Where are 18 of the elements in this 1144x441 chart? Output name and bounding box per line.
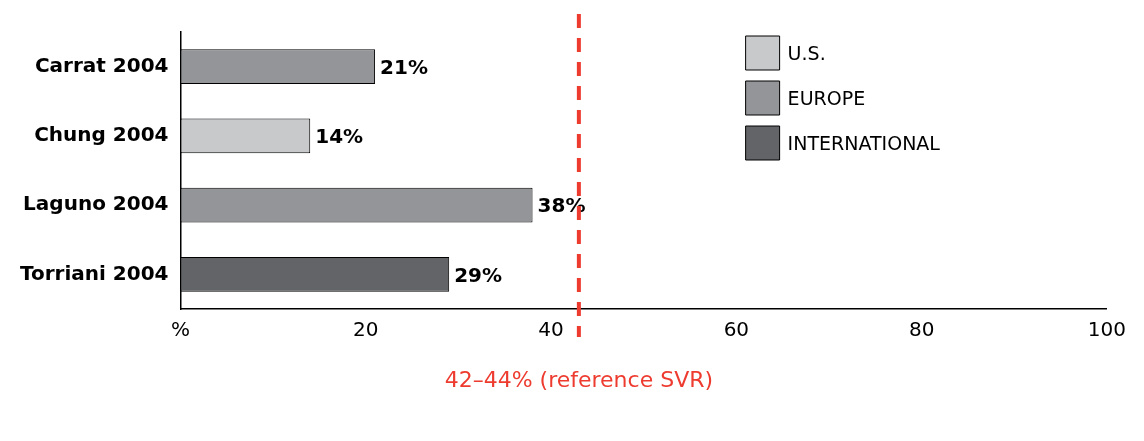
data-label: 38%: [537, 193, 586, 218]
x-tick-label: 40: [538, 317, 564, 342]
y-tick-label: Laguno 2004: [23, 191, 169, 216]
y-tick-label: Chung 2004: [34, 122, 169, 147]
data-label: 21%: [380, 54, 428, 79]
y-tick-label: Carrat 2004: [34, 52, 169, 77]
legend-label: U.S.: [787, 41, 826, 64]
data-label: 29%: [454, 262, 503, 287]
data-label: 14%: [315, 124, 364, 149]
y-tick-label: Torriani 2004: [19, 260, 169, 285]
x-tick-label: 80: [908, 317, 935, 342]
ref-line-label: 42–44% (reference SVR): [444, 366, 714, 392]
x-tick-label: %: [171, 317, 191, 342]
x-tick-label: 60: [723, 317, 750, 342]
x-tick-label: 20: [353, 317, 379, 342]
legend-label: EUROPE: [787, 86, 866, 109]
x-tick-label: 100: [1087, 317, 1127, 342]
legend-label: INTERNATIONAL: [787, 131, 941, 154]
